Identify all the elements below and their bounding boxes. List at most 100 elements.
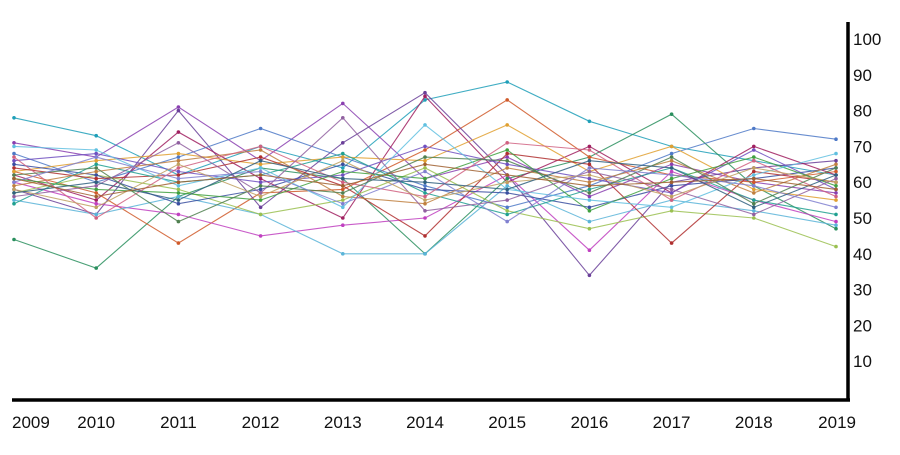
data-point	[834, 219, 838, 224]
data-point	[341, 169, 345, 174]
x-tick-label: 2015	[488, 413, 526, 432]
data-point	[834, 191, 838, 195]
x-tick-label: 2012	[242, 413, 280, 432]
data-point	[94, 266, 98, 270]
data-point	[423, 234, 427, 238]
data-point	[423, 201, 427, 206]
data-point	[505, 123, 510, 127]
data-point	[505, 141, 510, 145]
data-point	[669, 194, 674, 199]
data-point	[587, 180, 592, 184]
data-point	[94, 212, 98, 217]
data-point	[258, 194, 263, 199]
data-point	[341, 166, 345, 170]
data-point	[669, 112, 674, 116]
data-point	[834, 194, 838, 199]
data-point	[258, 144, 263, 149]
data-point	[341, 223, 345, 227]
data-point	[12, 184, 16, 188]
data-point	[834, 187, 838, 192]
data-point	[505, 180, 510, 184]
data-point	[587, 219, 592, 224]
data-point	[176, 162, 181, 167]
data-point	[258, 155, 263, 159]
data-point	[12, 237, 16, 242]
data-point	[341, 101, 345, 106]
data-point	[587, 184, 592, 188]
data-point	[176, 108, 181, 113]
data-point	[669, 162, 674, 167]
series-25	[12, 162, 838, 199]
data-point	[12, 173, 16, 177]
data-point	[341, 141, 345, 145]
data-point	[752, 148, 756, 152]
data-point	[587, 144, 592, 149]
data-point	[423, 176, 427, 181]
x-tick-label: 2013	[324, 413, 362, 432]
data-point	[834, 180, 838, 184]
data-point	[176, 201, 181, 206]
data-point	[341, 180, 345, 184]
data-point	[176, 130, 181, 134]
data-point	[258, 166, 263, 170]
data-point	[94, 151, 98, 156]
data-point	[669, 158, 674, 163]
data-point	[587, 209, 592, 213]
data-point	[669, 155, 674, 159]
data-point	[423, 191, 427, 195]
data-point	[834, 169, 838, 174]
data-point	[423, 94, 427, 99]
series-22	[12, 155, 838, 224]
data-point	[752, 155, 756, 159]
data-point	[423, 155, 427, 159]
data-point	[176, 105, 181, 109]
data-point	[752, 201, 756, 206]
data-point	[258, 148, 263, 152]
data-point	[587, 248, 592, 252]
data-point	[669, 187, 674, 192]
data-point	[258, 173, 263, 177]
data-point	[834, 173, 838, 177]
data-point	[176, 141, 181, 145]
data-point	[341, 216, 345, 220]
data-point	[176, 173, 181, 177]
data-point	[341, 194, 345, 199]
x-tick-label: 2018	[735, 413, 773, 432]
data-point	[505, 158, 510, 163]
data-point	[176, 155, 181, 159]
data-point	[587, 119, 592, 124]
data-point	[258, 180, 263, 184]
data-point	[258, 191, 263, 195]
data-point	[752, 180, 756, 184]
data-point	[176, 198, 181, 202]
data-point	[834, 158, 838, 163]
data-point	[176, 169, 181, 174]
data-point	[12, 201, 16, 206]
x-tick-label: 2011	[160, 413, 197, 432]
data-point	[94, 187, 98, 192]
data-point	[587, 166, 592, 170]
data-point	[587, 191, 592, 195]
data-point	[258, 234, 263, 238]
data-point	[505, 80, 510, 84]
data-point	[423, 148, 427, 152]
data-point	[341, 187, 345, 192]
data-point	[423, 162, 427, 167]
data-point	[669, 144, 674, 149]
data-point	[752, 187, 756, 192]
y-tick-label: 10	[853, 352, 872, 371]
data-point	[834, 198, 838, 202]
data-point	[505, 166, 510, 170]
data-point	[94, 173, 98, 177]
x-tick-label: 2016	[570, 413, 608, 432]
data-point	[752, 144, 756, 149]
data-point	[258, 169, 263, 174]
series-layer	[12, 80, 838, 278]
y-tick-labels: 10 20 30 40 50 60 70 80 90 100	[853, 30, 881, 371]
data-point	[505, 198, 510, 202]
data-point	[669, 173, 674, 177]
data-point	[423, 144, 427, 149]
data-point	[12, 169, 16, 174]
data-point	[505, 151, 510, 156]
